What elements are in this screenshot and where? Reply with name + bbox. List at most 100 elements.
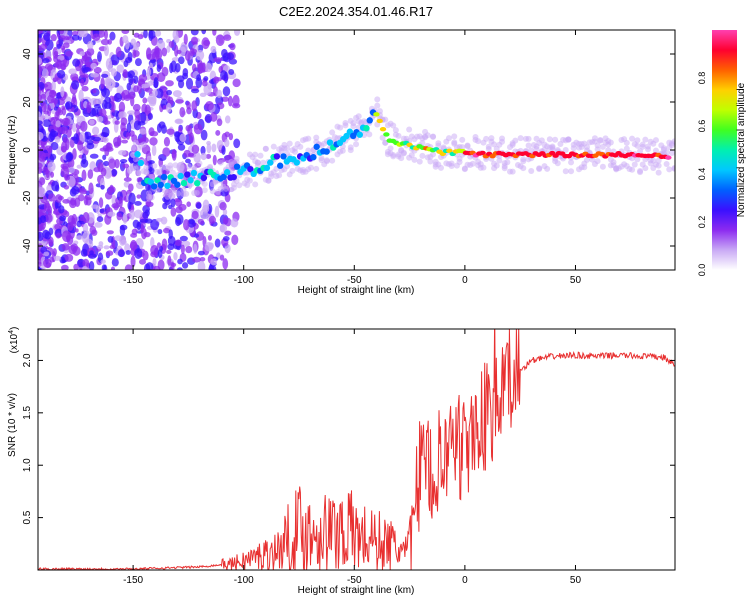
heatmap-noise-blob: [70, 72, 79, 81]
heatmap-noise-blob: [206, 143, 212, 154]
heatmap-noise-blob: [99, 208, 105, 213]
heatmap-halo-blob: [668, 149, 675, 156]
heatmap-noise-blob: [208, 242, 214, 250]
heatmap-noise-blob: [107, 115, 112, 120]
snr-x-tick-label: -150: [123, 575, 143, 586]
heatmap-noise-blob: [55, 184, 60, 192]
heatmap-noise-blob: [98, 108, 107, 117]
heatmap-noise-blob: [210, 112, 218, 122]
heatmap-noise-blob: [52, 248, 57, 256]
heatmap-noise-blob: [163, 227, 171, 234]
heatmap-halo-blob: [469, 160, 476, 167]
heatmap-halo-blob: [512, 137, 519, 144]
colorbar-label: Normalized spectral amplitude: [736, 82, 747, 217]
heatmap-noise-blob: [72, 58, 81, 67]
heatmap-noise-blob: [188, 132, 194, 144]
heatmap-noise-blob: [222, 258, 229, 270]
heatmap-noise-blob: [133, 120, 141, 131]
heatmap-noise-blob: [171, 150, 177, 159]
heatmap-halo-blob: [252, 151, 259, 158]
heatmap-noise-blob: [213, 57, 223, 63]
heatmap-noise-blob: [153, 77, 159, 89]
heatmap-halo-blob: [140, 141, 147, 148]
heatmap-halo-blob: [339, 147, 346, 154]
heatmap-noise-blob: [233, 30, 241, 36]
heatmap-noise-blob: [38, 30, 44, 34]
heatmap-noise-blob: [80, 120, 88, 132]
heatmap-noise-blob: [142, 211, 149, 219]
heatmap-noise-blob: [190, 88, 200, 94]
heatmap-noise-blob: [202, 199, 210, 211]
heatmap-noise-blob: [68, 68, 77, 75]
heatmap-noise-blob: [230, 218, 239, 228]
heatmap-noise-blob: [103, 30, 109, 40]
snr-x-tick-label: 0: [462, 575, 468, 586]
heatmap-noise-blob: [203, 76, 209, 82]
heatmap-noise-blob: [61, 243, 70, 251]
heatmap-noise-blob: [69, 119, 74, 125]
heatmap-noise-blob: [61, 264, 69, 270]
heatmap-noise-blob: [183, 218, 190, 231]
heatmap-noise-blob: [179, 235, 188, 242]
heatmap-halo-blob: [323, 157, 330, 164]
heatmap-noise-blob: [59, 30, 65, 35]
heatmap-noise-blob: [125, 39, 130, 50]
heatmap-halo-blob: [419, 152, 426, 159]
heatmap-halo-blob: [177, 164, 184, 171]
heatmap-noise-blob: [97, 115, 104, 123]
heatmap-noise-blob: [76, 220, 82, 228]
heatmap-halo-blob: [244, 181, 251, 188]
heatmap-noise-blob: [152, 258, 157, 267]
heatmap-ridge-blob: [323, 148, 330, 155]
heatmap-noise-blob: [56, 70, 66, 79]
heatmap-noise-blob: [156, 64, 162, 73]
heatmap-noise-blob: [88, 182, 94, 195]
heatmap-noise-blob: [224, 217, 232, 227]
heatmap-noise-blob: [119, 158, 128, 164]
heatmap-noise-blob: [52, 77, 58, 83]
heatmap-noise-blob: [41, 57, 50, 64]
snr-y-tick-label: 0.5: [22, 510, 33, 524]
heatmap-halo-blob: [642, 165, 649, 172]
heatmap-noise-blob: [176, 75, 185, 83]
heatmap-noise-blob: [227, 95, 233, 107]
heatmap-noise-blob: [140, 111, 147, 123]
heatmap-halo-blob: [655, 157, 662, 164]
heatmap-noise-blob: [197, 261, 206, 270]
heatmap-noise-blob: [54, 223, 64, 231]
heatmap-noise-blob: [68, 166, 75, 174]
heatmap-noise-blob: [100, 38, 110, 46]
heatmap-halo-blob: [347, 144, 354, 151]
heatmap-noise-blob: [71, 30, 79, 36]
heatmap-halo-blob: [480, 164, 487, 171]
snr-exponent-label: (x104): [8, 327, 20, 354]
heatmap-halo-blob: [390, 122, 397, 129]
heatmap-halo-blob: [509, 168, 516, 175]
heatmap-halo-blob: [350, 120, 357, 127]
heatmap-x-tick-label: 0: [462, 275, 468, 286]
snr-y-tick-label: 1.5: [22, 405, 33, 419]
heatmap-noise-blob: [200, 129, 208, 141]
heatmap-halo-blob: [629, 166, 636, 173]
heatmap-noise-blob: [154, 30, 162, 37]
heatmap-halo-blob: [156, 170, 163, 177]
heatmap-halo-blob: [623, 139, 630, 146]
heatmap-ridge-blob: [137, 159, 145, 167]
heatmap-noise-blob: [71, 34, 80, 41]
heatmap-ridge-blob: [230, 173, 237, 181]
heatmap-halo-blob: [437, 164, 444, 171]
heatmap-noise-blob: [101, 73, 109, 78]
heatmap-ridge-blob: [223, 169, 231, 176]
heatmap-noise-blob: [139, 128, 147, 135]
heatmap-halo-blob: [400, 150, 407, 157]
heatmap-noise-blob: [41, 101, 47, 113]
heatmap-noise-blob: [137, 82, 142, 95]
heatmap-noise-blob: [211, 143, 217, 153]
heatmap-noise-blob: [81, 169, 87, 182]
heatmap-noise-blob: [103, 161, 110, 167]
heatmap-noise-blob: [104, 191, 113, 200]
heatmap-noise-blob: [69, 187, 77, 197]
heatmap-halo-blob: [520, 156, 527, 163]
heatmap-noise-blob: [139, 218, 149, 223]
heatmap-halo-blob: [406, 126, 413, 133]
